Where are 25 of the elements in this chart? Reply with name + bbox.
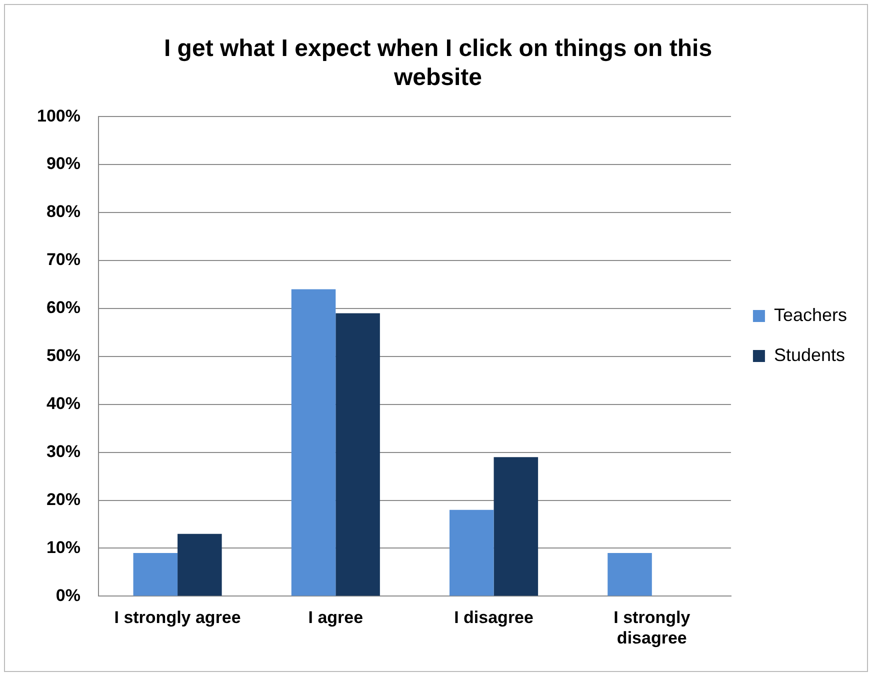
legend-label: Students	[774, 344, 846, 365]
y-tick-label: 50%	[46, 346, 80, 366]
x-tick-label: I disagree	[454, 608, 534, 628]
y-tick-label: 70%	[46, 250, 80, 270]
chart-title: I get what I expect when I click on things on this website	[164, 35, 712, 91]
legend-label: Teachers	[774, 304, 848, 325]
y-tick-label: 20%	[46, 490, 80, 509]
bar	[291, 289, 336, 596]
y-tick-label: 80%	[46, 202, 80, 222]
bar	[133, 553, 178, 596]
bar	[494, 457, 538, 596]
bar	[608, 553, 652, 596]
y-tick-label: 60%	[46, 298, 80, 318]
x-tick-label: I strongly agree	[114, 608, 241, 628]
x-tick-label: I agree	[308, 608, 364, 628]
y-tick-label: 40%	[46, 394, 80, 414]
bar	[178, 534, 222, 596]
y-tick-label: 90%	[46, 154, 80, 174]
bar	[336, 313, 380, 596]
y-tick-label: 0%	[56, 586, 80, 605]
y-tick-label: 100%	[36, 106, 80, 126]
x-tick-label: I strongly disagree	[614, 608, 691, 648]
y-tick-label: 30%	[46, 442, 80, 462]
y-tick-label: 10%	[46, 538, 80, 557]
bar	[450, 510, 494, 596]
